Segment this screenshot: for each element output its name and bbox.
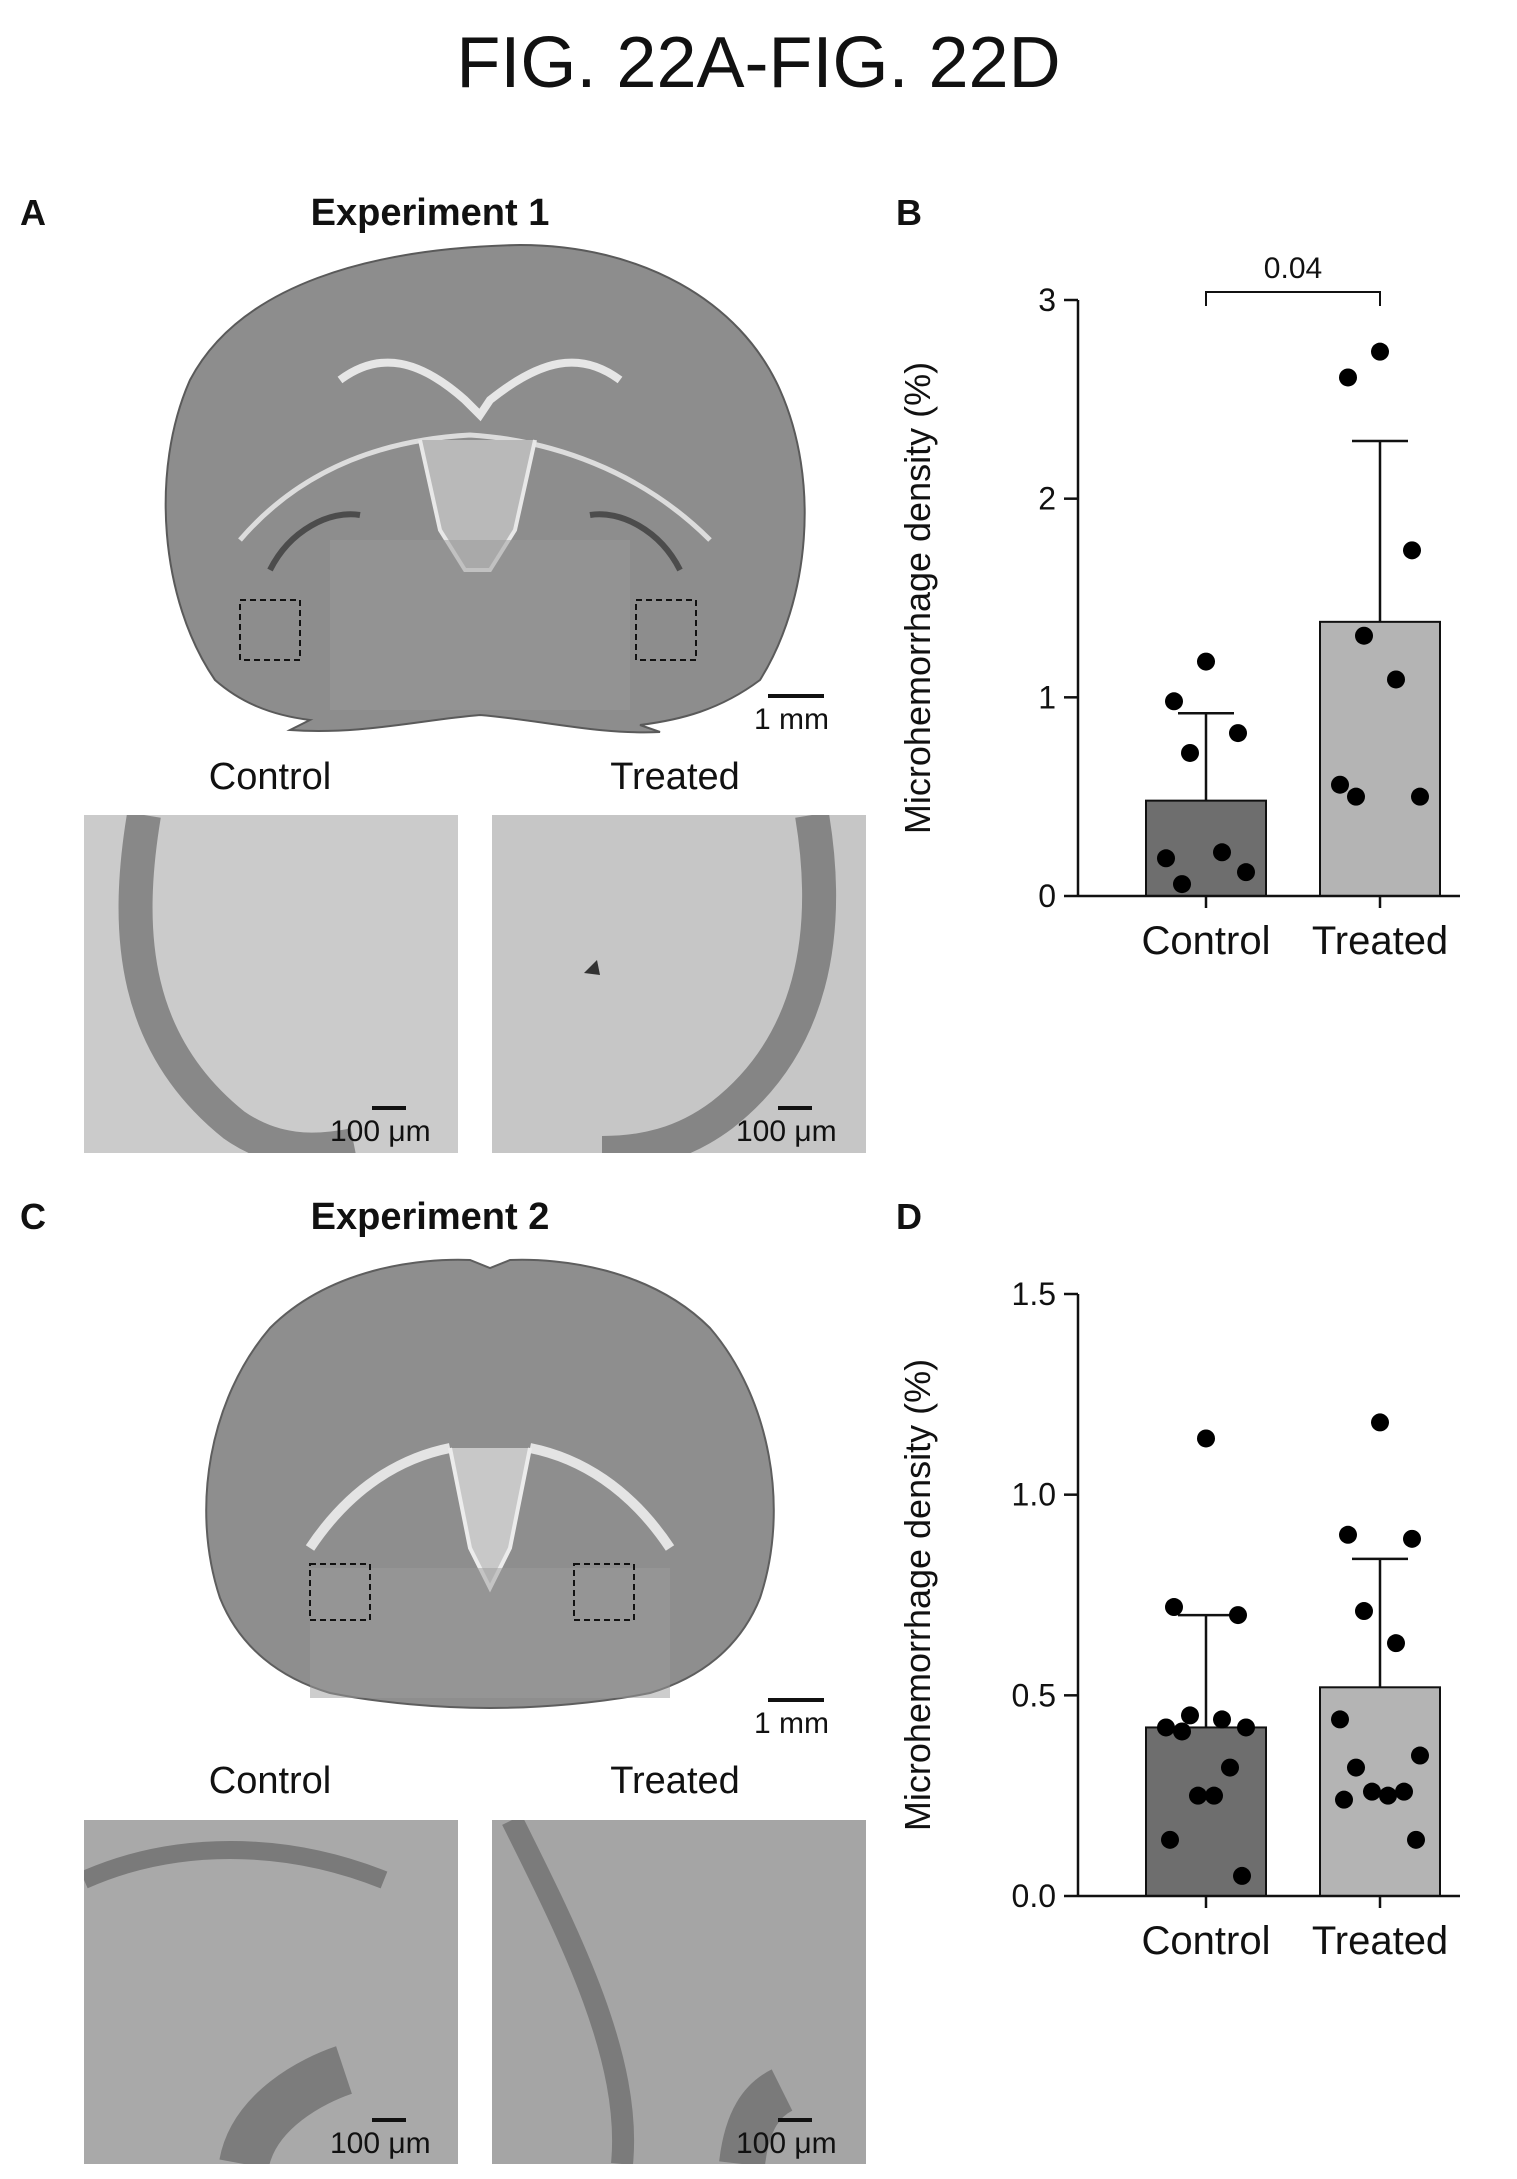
brain-section-a-image bbox=[164, 243, 806, 734]
inset-a-control-image bbox=[84, 815, 458, 1153]
x-tick-label-treated: Treated bbox=[1312, 1919, 1448, 1963]
data-point bbox=[1347, 1758, 1365, 1777]
data-point bbox=[1363, 1782, 1381, 1801]
data-point bbox=[1157, 1718, 1175, 1737]
data-point bbox=[1181, 743, 1199, 762]
panel-letter-d: D bbox=[896, 1196, 922, 1237]
data-point bbox=[1161, 1830, 1179, 1849]
data-point bbox=[1229, 724, 1247, 743]
y-tick-label: 0.0 bbox=[1012, 1878, 1056, 1914]
scale-bar-c-control bbox=[372, 2118, 406, 2122]
scale-bar-a-treated bbox=[778, 1106, 812, 1110]
experiment-2-title: Experiment 2 bbox=[310, 1196, 550, 1238]
data-point bbox=[1371, 342, 1389, 361]
inset-a-control-label: Control bbox=[208, 756, 332, 798]
data-point bbox=[1157, 849, 1175, 868]
figure-title: FIG. 22A-FIG. 22D bbox=[456, 23, 1061, 103]
chart-d: 0.0 0.5 1.0 1.5 Control Treated Microhemorrhag… bbox=[900, 1276, 1460, 1963]
scale-label-a: 1 mm bbox=[754, 703, 829, 736]
data-point bbox=[1355, 626, 1373, 645]
data-point bbox=[1355, 1602, 1373, 1621]
data-point bbox=[1173, 875, 1191, 894]
inset-c-treated-label: Treated bbox=[610, 1760, 740, 1802]
data-point bbox=[1335, 1790, 1353, 1809]
data-point bbox=[1213, 843, 1231, 862]
scale-label-a-control: 100 μm bbox=[330, 1115, 431, 1148]
data-point bbox=[1197, 652, 1215, 671]
scale-label-a-treated: 100 μm bbox=[736, 1115, 837, 1148]
x-tick-label-control: Control bbox=[1142, 1919, 1271, 1963]
data-point bbox=[1339, 368, 1357, 387]
y-tick-label: 2 bbox=[1038, 481, 1056, 517]
data-point bbox=[1233, 1866, 1251, 1885]
data-point bbox=[1387, 1634, 1405, 1653]
data-point bbox=[1229, 1606, 1247, 1625]
data-point bbox=[1237, 1718, 1255, 1737]
panel-letter-c: C bbox=[20, 1196, 46, 1237]
data-point bbox=[1379, 1786, 1397, 1805]
data-point bbox=[1403, 541, 1421, 560]
y-tick-label: 1.0 bbox=[1012, 1477, 1056, 1513]
y-tick-label: 3 bbox=[1038, 282, 1056, 318]
inset-c-control-label: Control bbox=[208, 1760, 332, 1802]
data-point bbox=[1237, 863, 1255, 882]
chart-b: 0 1 2 3 Control Treated Microhemorrhage densit… bbox=[900, 252, 1460, 963]
scale-bar-c-treated bbox=[778, 2118, 812, 2122]
scale-label-c: 1 mm bbox=[754, 1707, 829, 1740]
inset-a-treated-image bbox=[492, 815, 866, 1153]
brain-section-c-image bbox=[205, 1258, 775, 1710]
data-point bbox=[1205, 1786, 1223, 1805]
bar-treated bbox=[1319, 620, 1441, 897]
inset-c-treated-image bbox=[492, 1820, 866, 2164]
data-point bbox=[1395, 1782, 1413, 1801]
p-value-label: 0.04 bbox=[1264, 252, 1322, 285]
data-point bbox=[1411, 787, 1429, 806]
scale-bar-a-control bbox=[372, 1106, 406, 1110]
inset-a-treated-label: Treated bbox=[610, 756, 740, 798]
panel-letter-a: A bbox=[20, 192, 46, 233]
scale-bar-a bbox=[768, 694, 824, 698]
data-point bbox=[1407, 1830, 1425, 1849]
data-point bbox=[1331, 1710, 1349, 1729]
inset-c-control-image bbox=[84, 1820, 458, 2164]
panel-letter-b: B bbox=[896, 192, 922, 233]
data-point bbox=[1339, 1525, 1357, 1544]
data-point bbox=[1411, 1746, 1429, 1765]
data-point bbox=[1173, 1722, 1191, 1741]
y-tick-label: 1 bbox=[1038, 679, 1056, 715]
scale-label-c-control: 100 μm bbox=[330, 2127, 431, 2160]
experiment-1-title: Experiment 1 bbox=[310, 192, 550, 234]
bar-control bbox=[1145, 799, 1267, 898]
x-tick-label-treated: Treated bbox=[1312, 919, 1448, 963]
scale-label-c-treated: 100 μm bbox=[736, 2127, 837, 2160]
significance-bracket bbox=[1205, 291, 1381, 306]
y-tick-label: 0 bbox=[1038, 878, 1056, 914]
data-point bbox=[1387, 670, 1405, 689]
data-point bbox=[1189, 1786, 1207, 1805]
y-tick-label: 1.5 bbox=[1012, 1276, 1056, 1312]
scale-bar-c bbox=[768, 1698, 824, 1702]
data-point bbox=[1403, 1529, 1421, 1548]
data-point bbox=[1213, 1710, 1231, 1729]
data-point bbox=[1221, 1758, 1239, 1777]
x-tick-label-control: Control bbox=[1142, 919, 1271, 963]
y-axis-label: Microhemorrhage density (%) bbox=[900, 1359, 938, 1831]
data-point bbox=[1197, 1429, 1215, 1448]
data-point bbox=[1371, 1413, 1389, 1432]
y-tick-label: 0.5 bbox=[1012, 1677, 1056, 1713]
data-point bbox=[1165, 692, 1183, 711]
y-axis-label: Microhemorrhage density (%) bbox=[900, 362, 938, 834]
data-point bbox=[1165, 1598, 1183, 1617]
data-point bbox=[1181, 1706, 1199, 1725]
data-point bbox=[1347, 787, 1365, 806]
data-point bbox=[1331, 775, 1349, 794]
